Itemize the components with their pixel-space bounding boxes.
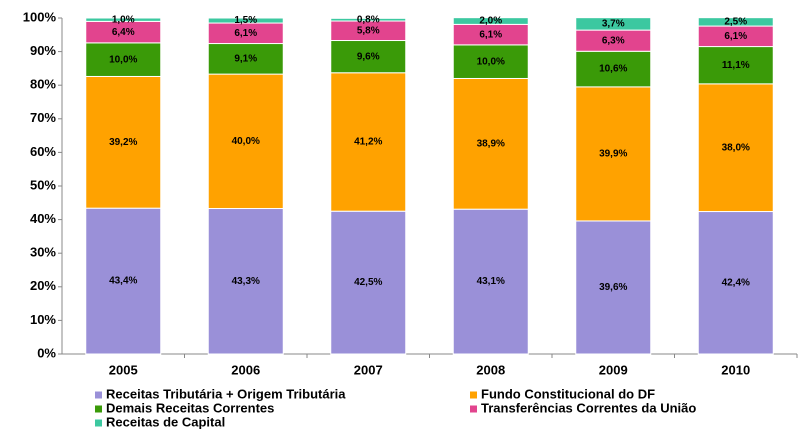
- value-label: 38,0%: [722, 142, 750, 153]
- value-label: 1,0%: [112, 14, 135, 25]
- bar-segment: [697, 46, 774, 85]
- value-label: 6,4%: [112, 27, 135, 38]
- y-tick-label: 10%: [30, 312, 56, 327]
- value-label: 0,8%: [357, 14, 380, 25]
- x-tick-label: 2005: [109, 362, 138, 377]
- bar-segment: [452, 17, 529, 25]
- value-label: 3,7%: [602, 19, 625, 30]
- value-label: 6,1%: [479, 29, 502, 40]
- y-tick-label: 40%: [30, 211, 56, 226]
- bar-segment: [575, 220, 652, 355]
- bar-segment: [207, 73, 284, 210]
- x-tick-label: 2007: [354, 362, 383, 377]
- y-tick-label: 30%: [30, 245, 56, 260]
- x-tick-label: 2009: [599, 362, 628, 377]
- bar-segment: [330, 72, 407, 212]
- value-label: 1,5%: [234, 15, 257, 26]
- legend-swatch: [470, 405, 477, 413]
- value-label: 38,9%: [477, 138, 505, 149]
- legend-label: Demais Receitas Correntes: [106, 400, 274, 415]
- bar-segment: [575, 86, 652, 222]
- y-tick-label: 70%: [30, 110, 56, 125]
- bar-segment: [452, 77, 529, 210]
- value-label: 41,2%: [354, 137, 382, 148]
- y-tick-label: 80%: [30, 77, 56, 92]
- value-label: 43,1%: [477, 276, 505, 287]
- bar-segment: [697, 211, 774, 355]
- value-label: 40,0%: [232, 136, 260, 147]
- bar-segment: [85, 17, 162, 22]
- value-label: 10,6%: [599, 64, 627, 75]
- value-label: 5,8%: [357, 25, 380, 36]
- value-label: 39,9%: [599, 149, 627, 160]
- bar-segment: [575, 50, 652, 88]
- y-tick-label: 20%: [30, 278, 56, 293]
- value-label: 11,1%: [722, 60, 750, 71]
- value-label: 9,6%: [357, 51, 380, 62]
- y-tick-label: 90%: [30, 43, 56, 58]
- bar-segment: [330, 210, 407, 355]
- bar-segment: [207, 17, 284, 24]
- value-label: 2,5%: [724, 17, 747, 28]
- x-tick-label: 2008: [476, 362, 505, 377]
- legend-label: Receitas de Capital: [106, 414, 225, 429]
- value-label: 39,2%: [109, 137, 137, 148]
- x-tick-label: 2010: [721, 362, 750, 377]
- value-label: 10,0%: [109, 54, 137, 65]
- y-tick-label: 0%: [37, 345, 56, 360]
- value-label: 43,4%: [109, 276, 137, 287]
- value-label: 10,0%: [477, 56, 505, 67]
- x-tick-label: 2006: [231, 362, 260, 377]
- legend-label: Receitas Tributária + Origem Tributária: [106, 386, 346, 401]
- y-tick-label: 60%: [30, 144, 56, 159]
- value-label: 6,1%: [234, 28, 257, 39]
- value-label: 43,3%: [232, 276, 260, 287]
- bar-segment: [85, 207, 162, 355]
- y-tick-label: 100%: [23, 9, 57, 24]
- bar-segment: [452, 44, 529, 79]
- bar-segment: [330, 40, 407, 74]
- legend-swatch: [95, 391, 102, 399]
- value-label: 6,3%: [602, 35, 625, 46]
- bar-segment: [575, 17, 652, 31]
- legend-swatch: [95, 405, 102, 413]
- bar-segment: [85, 42, 162, 77]
- bar-segment: [697, 17, 774, 27]
- legend-label: Fundo Constitucional do DF: [481, 386, 655, 401]
- legend-label: Transferências Correntes da União: [481, 400, 696, 415]
- legend-swatch: [470, 391, 477, 399]
- value-label: 42,5%: [354, 277, 382, 288]
- bar-segment: [85, 75, 162, 209]
- legend-swatch: [95, 419, 102, 427]
- value-label: 2,0%: [479, 16, 502, 27]
- value-label: 39,6%: [599, 282, 627, 293]
- value-label: 42,4%: [722, 277, 750, 288]
- bar-segment: [452, 208, 529, 355]
- y-tick-label: 50%: [30, 177, 56, 192]
- value-label: 6,1%: [724, 31, 747, 42]
- bar-segment: [330, 17, 407, 22]
- value-label: 9,1%: [234, 53, 257, 64]
- bar-segment: [697, 83, 774, 213]
